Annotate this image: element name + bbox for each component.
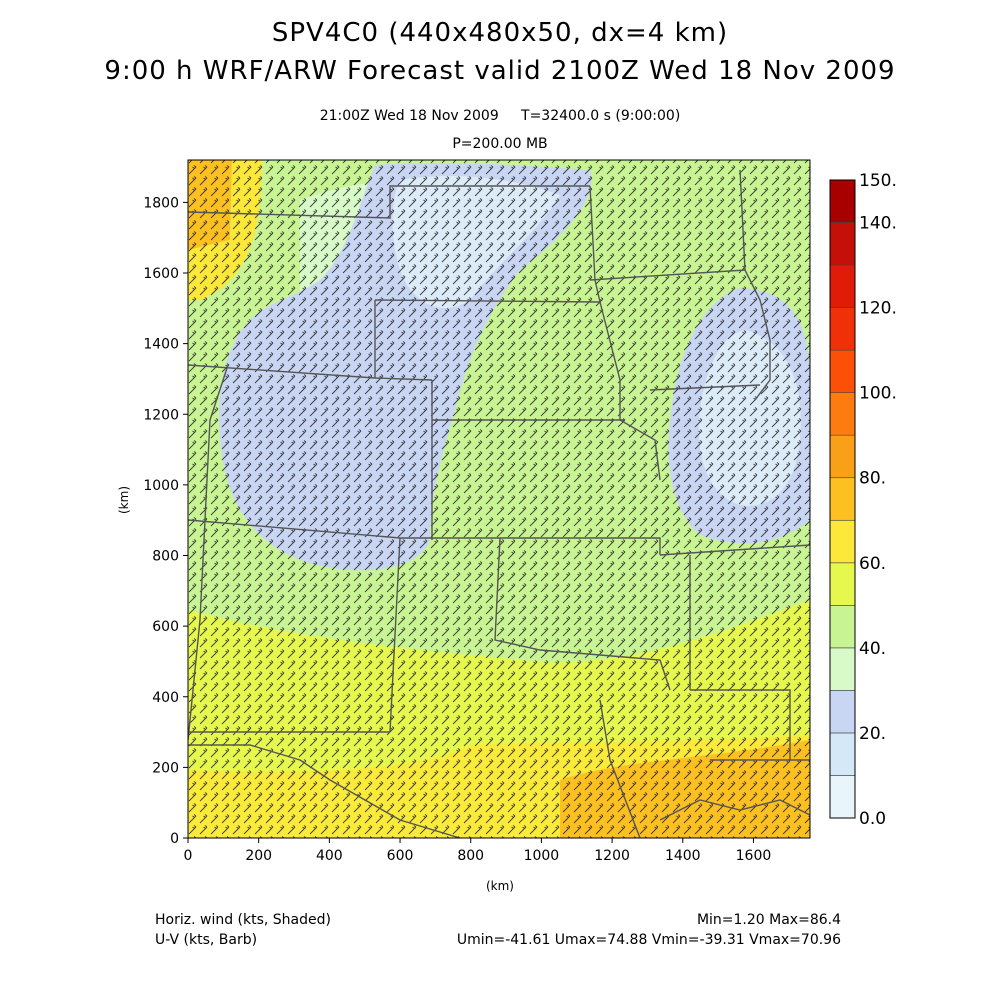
colorbar-segment bbox=[829, 434, 856, 479]
x-tick-label: 1400 bbox=[665, 848, 701, 864]
colorbar-label: 20. bbox=[859, 724, 886, 744]
y-tick-label: 600 bbox=[152, 619, 179, 635]
colorbar-segment bbox=[829, 307, 856, 351]
colorbar-label: 60. bbox=[859, 554, 886, 574]
y-tick-label: 800 bbox=[152, 549, 179, 565]
colorbar-label: 150. bbox=[859, 171, 897, 191]
colorbar-segment bbox=[829, 222, 856, 266]
pressure-level: P=200.00 MB bbox=[452, 136, 548, 152]
colorbar-segment bbox=[829, 775, 856, 819]
elapsed-time: T=32400.0 s (9:00:00) bbox=[521, 108, 681, 124]
x-tick-label: 600 bbox=[387, 848, 414, 864]
x-axis-label: (km) bbox=[486, 879, 514, 893]
chart-title-line2: 9:00 h WRF/ARW Forecast valid 2100Z Wed … bbox=[104, 56, 896, 86]
y-tick-label: 1800 bbox=[143, 195, 179, 211]
valid-time: 21:00Z Wed 18 Nov 2009 bbox=[319, 108, 499, 124]
y-tick-label: 200 bbox=[152, 760, 179, 776]
colorbar-border bbox=[829, 179, 856, 819]
x-tick-label: 1200 bbox=[594, 848, 630, 864]
plot-area bbox=[188, 160, 810, 838]
y-tick-label: 1200 bbox=[143, 407, 179, 423]
chart-title-line1: SPV4C0 (440x480x50, dx=4 km) bbox=[271, 18, 729, 48]
state-boundaries bbox=[188, 169, 810, 838]
valid-time-line: 21:00Z Wed 18 Nov 2009 T=32400.0 s (9:00… bbox=[0, 108, 1000, 124]
colorbar: 0.0 20. 40. 60. 80. 100. 120. 140. 150. bbox=[829, 171, 897, 829]
colorbar-label: 40. bbox=[859, 639, 886, 659]
wind-barbs bbox=[188, 160, 810, 838]
colorbar-segment bbox=[829, 647, 856, 691]
colorbar-segment bbox=[829, 392, 856, 436]
x-tick-label: 1600 bbox=[736, 848, 772, 864]
colorbar-label: 140. bbox=[859, 214, 897, 234]
y-tick-label: 1600 bbox=[143, 266, 179, 282]
x-tick-label: 400 bbox=[316, 848, 343, 864]
colorbar-segment bbox=[829, 562, 856, 606]
y-tick-label: 0 bbox=[170, 831, 179, 847]
footer-uv-stats: Umin=-41.61 Umax=74.88 Vmin=-39.31 Vmax=… bbox=[456, 932, 841, 948]
y-tick-label: 1000 bbox=[143, 478, 179, 494]
colorbar-segment bbox=[829, 477, 856, 521]
colorbar-label: 120. bbox=[859, 299, 897, 319]
x-tick-label: 800 bbox=[457, 848, 484, 864]
footer-minmax: Min=1.20 Max=86.4 bbox=[696, 912, 841, 928]
y-axis-label: (km) bbox=[117, 486, 131, 514]
footer-barb-field: U-V (kts, Barb) bbox=[155, 932, 258, 948]
colorbar-segment bbox=[829, 690, 856, 734]
x-tick-label: 0 bbox=[184, 848, 193, 864]
plot-border bbox=[187, 159, 811, 839]
colorbar-label: 0.0 bbox=[859, 809, 886, 829]
colorbar-segment bbox=[829, 732, 856, 776]
colorbar-label: 80. bbox=[859, 469, 886, 489]
y-tick-label: 400 bbox=[152, 690, 179, 706]
colorbar-segment bbox=[829, 519, 856, 564]
colorbar-segment bbox=[829, 179, 856, 223]
y-tick-label: 1400 bbox=[143, 337, 179, 353]
x-tick-label: 1000 bbox=[524, 848, 560, 864]
x-axis: 0 200 400 600 800 1000 1200 1400 1600 bbox=[184, 838, 772, 864]
y-axis: 0 200 400 600 800 1000 1200 1400 1600 1800 bbox=[143, 195, 188, 847]
x-tick-label: 200 bbox=[245, 848, 272, 864]
footer-shaded-field: Horiz. wind (kts, Shaded) bbox=[155, 912, 331, 928]
colorbar-segment bbox=[829, 605, 856, 649]
colorbar-label: 100. bbox=[859, 384, 897, 404]
colorbar-segment bbox=[829, 349, 856, 393]
colorbar-segment bbox=[829, 264, 856, 308]
